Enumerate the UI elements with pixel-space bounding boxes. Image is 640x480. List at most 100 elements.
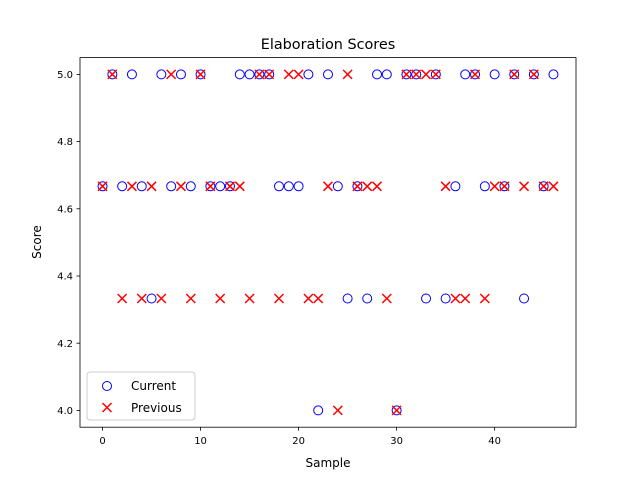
series-current <box>97 69 559 416</box>
previous-point <box>136 293 147 304</box>
current-point <box>244 69 255 80</box>
current-point <box>97 181 108 192</box>
previous-point <box>215 293 226 304</box>
previous-point <box>371 181 383 192</box>
current-point <box>156 69 167 80</box>
current-point <box>175 69 186 80</box>
x-tick-label: 30 <box>390 436 403 447</box>
x-tick-label: 0 <box>99 436 105 447</box>
previous-point <box>362 181 373 192</box>
previous-point <box>97 181 108 192</box>
chart-title: Elaboration Scores <box>261 37 396 53</box>
current-point <box>430 69 441 80</box>
y-axis-ticks: 4.0 4.2 4.4 4.6 4.8 5.0 <box>57 70 80 417</box>
previous-point <box>352 181 363 192</box>
current-point <box>224 181 235 192</box>
previous-point <box>185 293 196 304</box>
previous-point <box>264 69 275 80</box>
current-point <box>440 293 451 304</box>
previous-point <box>254 69 265 80</box>
previous-point <box>440 181 451 192</box>
current-point <box>548 69 559 80</box>
current-point <box>313 405 324 416</box>
x-axis-ticks: 0 10 20 30 40 <box>99 427 501 447</box>
previous-point <box>244 293 255 304</box>
previous-point <box>322 181 334 192</box>
previous-point <box>293 69 304 80</box>
current-point <box>205 181 216 192</box>
current-point <box>166 181 177 192</box>
current-point <box>352 181 363 192</box>
legend-previous-label: Previous <box>131 401 182 415</box>
y-tick-label: 4.8 <box>57 137 73 148</box>
legend-current-marker <box>102 381 112 391</box>
previous-point <box>509 69 520 80</box>
previous-point <box>391 405 402 416</box>
previous-point <box>166 69 177 80</box>
previous-point <box>470 69 481 80</box>
current-point <box>460 69 471 80</box>
current-point <box>273 181 284 192</box>
x-tick-label: 40 <box>488 436 501 447</box>
current-point <box>332 181 343 192</box>
data-markers <box>97 69 559 416</box>
legend-box <box>86 371 196 421</box>
y-tick-label: 4.6 <box>57 204 73 215</box>
previous-point <box>175 181 186 192</box>
previous-point <box>273 293 285 304</box>
current-point <box>215 181 226 192</box>
current-point <box>323 69 333 80</box>
current-point <box>519 293 530 304</box>
current-point <box>107 69 118 80</box>
current-point <box>136 181 147 192</box>
current-point <box>489 69 500 80</box>
current-point <box>391 405 402 416</box>
previous-point <box>224 181 236 192</box>
current-point <box>528 69 539 80</box>
previous-point <box>156 293 167 304</box>
previous-point <box>401 69 412 80</box>
x-tick-label: 20 <box>292 436 305 447</box>
legend-previous-marker <box>101 402 113 413</box>
current-point <box>411 69 422 80</box>
previous-point <box>411 69 422 80</box>
previous-point <box>195 69 206 80</box>
previous-point <box>205 181 216 192</box>
current-point <box>509 69 520 80</box>
previous-point <box>234 181 245 192</box>
current-point <box>362 293 373 304</box>
previous-point <box>499 181 510 192</box>
y-axis-label: Score <box>30 225 44 259</box>
previous-point <box>430 69 441 80</box>
legend: Current Previous <box>86 371 196 421</box>
current-point <box>195 69 206 80</box>
current-point <box>372 69 383 80</box>
series-previous <box>97 69 559 416</box>
y-tick-label: 4.4 <box>57 272 73 283</box>
previous-point <box>519 181 530 192</box>
previous-point <box>548 181 559 192</box>
previous-point <box>107 69 118 80</box>
current-point <box>479 181 490 192</box>
y-tick-label: 4.0 <box>57 406 73 417</box>
previous-point <box>117 293 128 304</box>
plot-area-frame <box>79 57 577 428</box>
current-point <box>401 69 412 80</box>
current-point <box>499 181 510 192</box>
previous-point <box>332 405 343 416</box>
current-point <box>342 293 353 304</box>
previous-point <box>460 293 471 304</box>
current-point <box>421 293 432 304</box>
previous-point <box>420 69 432 80</box>
current-point <box>126 69 137 80</box>
previous-point <box>489 181 500 192</box>
current-point <box>234 69 245 80</box>
previous-point <box>342 69 353 80</box>
previous-point <box>538 181 549 192</box>
x-tick-label: 10 <box>194 436 207 447</box>
previous-point <box>381 293 392 304</box>
current-point <box>254 69 265 80</box>
previous-point <box>313 293 324 304</box>
current-point <box>538 181 549 192</box>
